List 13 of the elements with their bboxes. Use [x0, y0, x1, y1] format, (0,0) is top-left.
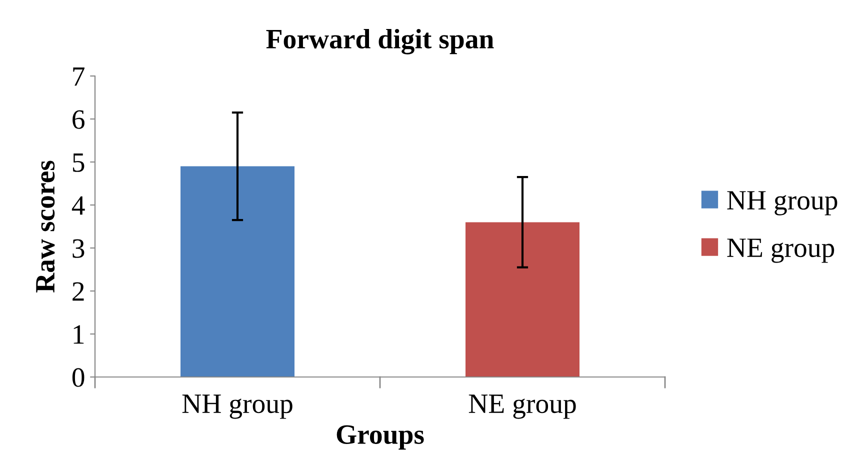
- y-axis-title: Raw scores: [36, 160, 55, 293]
- y-tick-label: 5: [73, 153, 84, 172]
- y-tick-label: 2: [72, 282, 84, 301]
- y-tick-label: 0: [72, 368, 84, 387]
- y-tick-label: 3: [72, 239, 84, 258]
- legend-label: NE group: [727, 238, 834, 263]
- chart-title: Forward digit span: [266, 28, 494, 54]
- y-tick-label: 4: [72, 196, 85, 215]
- y-tick-label: 6: [72, 110, 84, 129]
- y-tick-label: 1: [74, 325, 84, 344]
- y-tick-label: 7: [73, 67, 84, 86]
- legend-label: NH group: [727, 191, 838, 216]
- x-axis-title: Groups: [336, 425, 424, 450]
